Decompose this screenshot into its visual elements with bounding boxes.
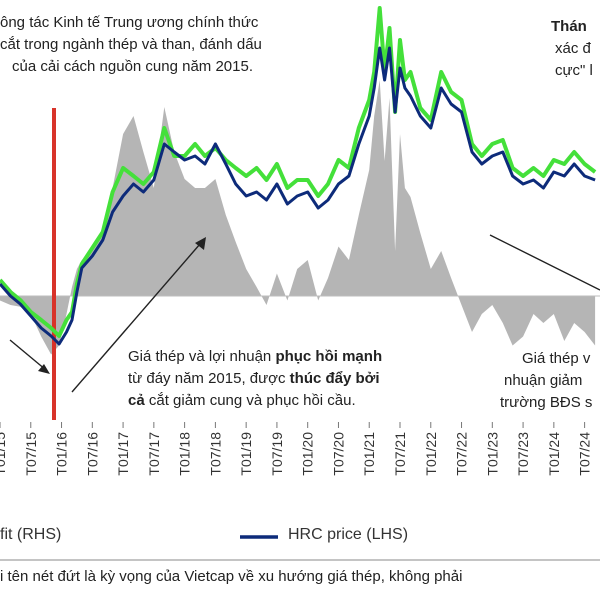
x-tick-label: T07/16 bbox=[84, 432, 100, 476]
annotation-right-line-1: Giá thép v bbox=[522, 350, 591, 367]
x-tick-label: T01/19 bbox=[238, 432, 254, 476]
annotation-middle-line-1-bold: phục hồi mạnh bbox=[275, 348, 383, 365]
annotation-middle-line-2-bold: thúc đẩy bởi bbox=[289, 370, 380, 387]
annotation-top-left-line-2: cắt trong ngành thép và than, đánh dấu bbox=[0, 36, 262, 53]
x-tick-label: T07/23 bbox=[515, 432, 531, 476]
x-tick-label: T07/20 bbox=[330, 432, 346, 476]
legend-label-hrc: HRC price (LHS) bbox=[288, 526, 409, 543]
x-tick-label: T07/21 bbox=[392, 432, 408, 476]
series-lines-layer bbox=[0, 6, 597, 346]
x-tick-label: T07/19 bbox=[269, 432, 285, 476]
x-tick-label: T07/22 bbox=[454, 432, 470, 476]
annotation-top-right: Thán xác đ cực" l bbox=[551, 16, 593, 82]
annotation-arrows bbox=[9, 234, 600, 393]
x-tick-label: T01/16 bbox=[54, 432, 70, 476]
x-tick-label: T01/23 bbox=[484, 432, 500, 476]
annotation-top-right-line-2: xác đ bbox=[555, 40, 591, 57]
x-tick-label: T07/17 bbox=[146, 432, 162, 476]
arrow-left-head bbox=[38, 364, 50, 374]
legend-item-profit: fit (RHS) bbox=[0, 526, 61, 544]
annotation-middle-line-1-text: Giá thép và lợi nhuận bbox=[128, 348, 276, 365]
x-tick-label: T01/22 bbox=[423, 432, 439, 476]
arrow-left bbox=[9, 339, 47, 371]
arrow-middle-head bbox=[195, 237, 206, 250]
annotation-middle-line-3: cả cắt giảm cung và phục hồi cầu. bbox=[128, 390, 382, 412]
footnote: i tên nét đứt là kỳ vọng của Vietcap về … bbox=[0, 568, 463, 585]
annotation-right-line-2: nhuận giảm bbox=[504, 372, 583, 389]
annotation-middle-line-3-bold: cả bbox=[128, 392, 145, 409]
annotation-top-right-line-1: Thán bbox=[551, 18, 587, 35]
annotation-middle-line-2: từ đáy năm 2015, được thúc đẩy bởi bbox=[128, 368, 382, 390]
annotation-top-left-line-1: ông tác Kinh tế Trung ương chính thức bbox=[0, 14, 259, 31]
legend-item-hrc: HRC price (LHS) bbox=[288, 526, 408, 544]
annotation-middle-line-3-text: cắt giảm cung và phục hồi cầu. bbox=[144, 392, 356, 409]
x-tick-label: T07/18 bbox=[207, 432, 223, 476]
x-tick-label: T07/15 bbox=[23, 432, 39, 476]
x-tick-label: T01/20 bbox=[300, 432, 316, 476]
annotation-right: Giá thép v nhuận giảm trường BĐS s bbox=[500, 348, 592, 414]
green-series-line bbox=[0, 6, 597, 338]
annotation-middle: Giá thép và lợi nhuận phục hồi mạnh từ đ… bbox=[128, 346, 382, 412]
annotation-top-left: ông tác Kinh tế Trung ương chính thức cắ… bbox=[0, 12, 262, 78]
x-tick-label: T07/24 bbox=[577, 432, 593, 476]
annotation-top-right-line-3: cực" l bbox=[555, 62, 593, 79]
arrow-middle bbox=[71, 243, 201, 393]
profit-area bbox=[0, 80, 596, 355]
annotation-right-line-3: trường BĐS s bbox=[500, 394, 593, 411]
annotation-top-left-line-3: của cải cách nguồn cung năm 2015. bbox=[12, 58, 254, 75]
annotation-middle-line-1: Giá thép và lợi nhuận phục hồi mạnh bbox=[128, 346, 382, 368]
legend-label-profit: fit (RHS) bbox=[0, 526, 62, 543]
x-tick-label: T01/21 bbox=[361, 432, 377, 476]
annotation-middle-line-2-text: từ đáy năm 2015, được bbox=[128, 370, 290, 387]
x-tick-label: T01/24 bbox=[546, 432, 562, 476]
x-tick-label: T01/15 bbox=[0, 432, 8, 476]
hrc-price-line bbox=[0, 46, 596, 346]
x-tick-label: T01/18 bbox=[177, 432, 193, 476]
x-tick-label: T01/17 bbox=[115, 432, 131, 476]
profit-area-layer bbox=[0, 80, 596, 355]
arrow-right bbox=[489, 234, 600, 291]
x-axis-ticks: T01/15 T07/15 T01/16 T07/16 T01/17 T07/17 T01/… bbox=[0, 422, 593, 476]
